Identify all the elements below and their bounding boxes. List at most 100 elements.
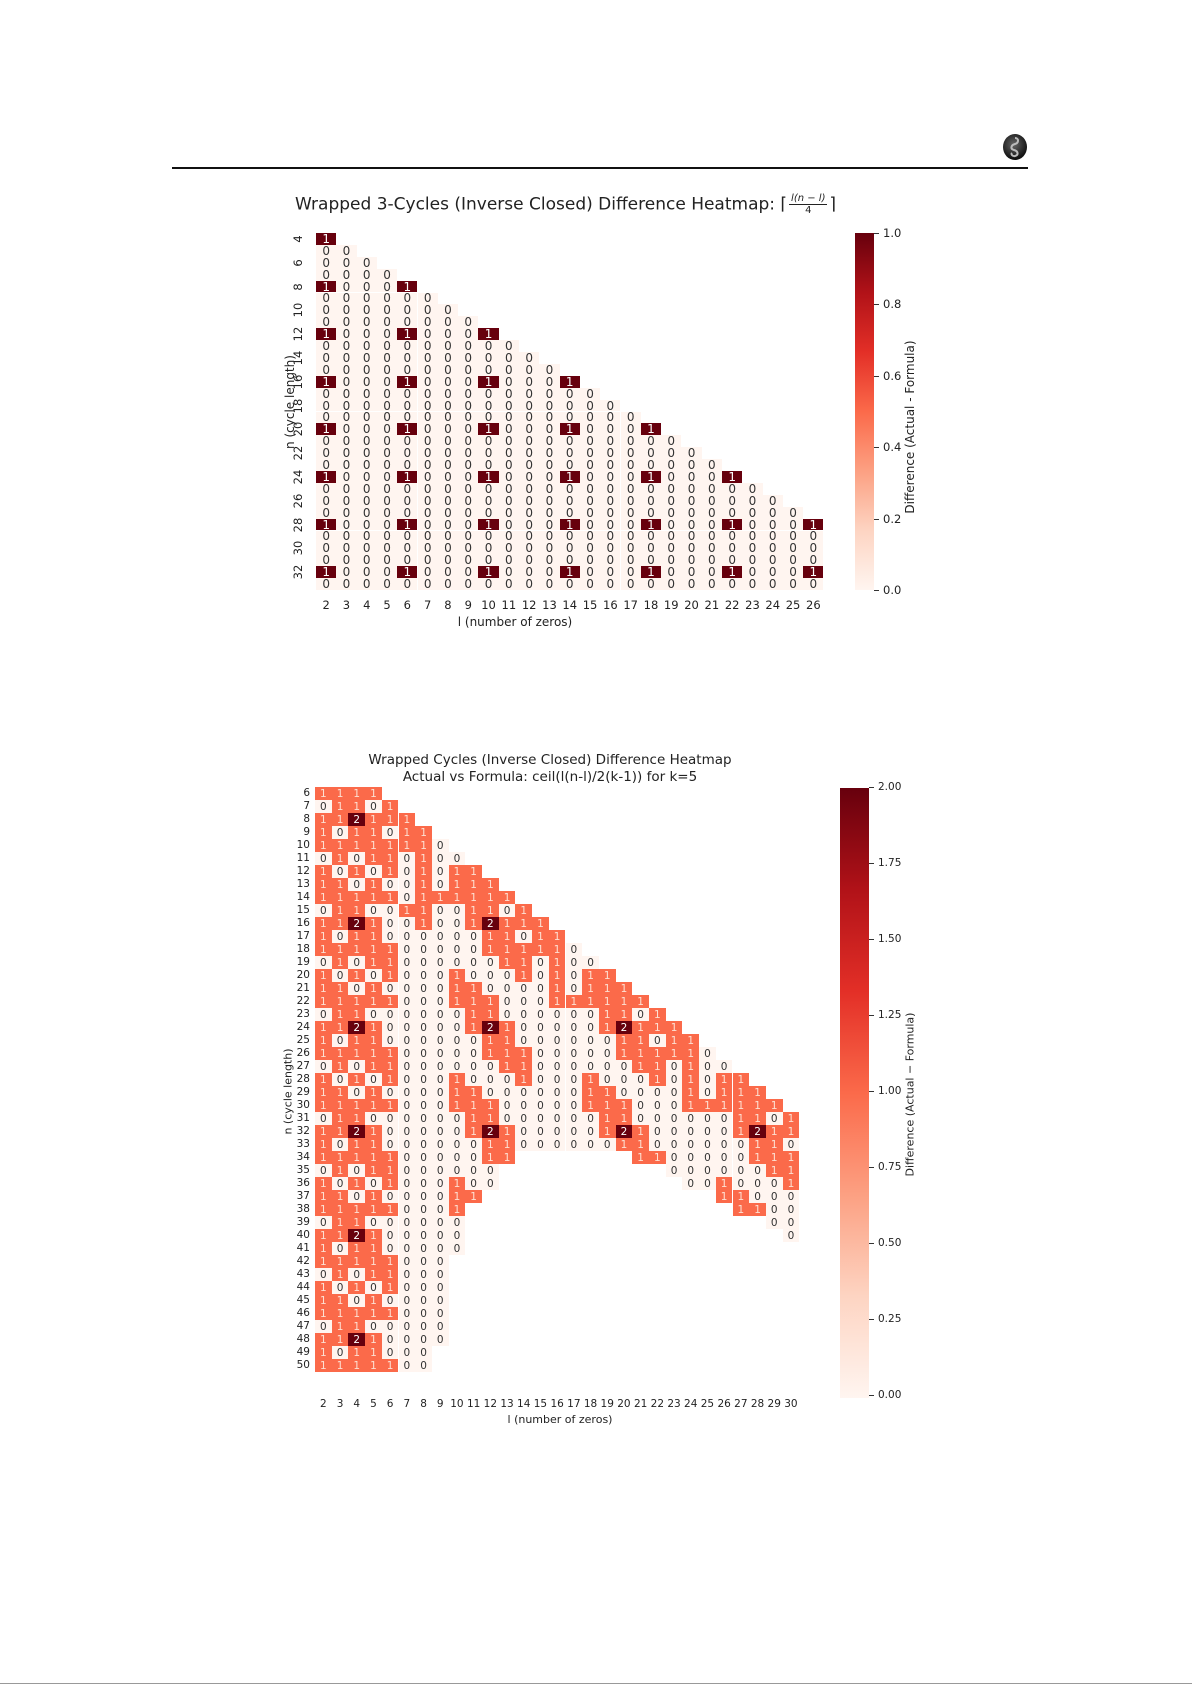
y-tick-label: 50: [296, 1359, 310, 1371]
heatmap-cell: 1: [365, 1047, 382, 1060]
heatmap-cell: 0: [415, 1112, 432, 1125]
heatmap-cell: 0: [482, 1177, 499, 1190]
heatmap-cell: 1: [381, 1060, 399, 1073]
heatmap-cell: 0: [539, 494, 560, 508]
heatmap-cell: 0: [316, 494, 337, 508]
heatmap-cell: 1: [365, 839, 382, 852]
heatmap-cell: 0: [398, 1346, 416, 1359]
heatmap-cell: 0: [376, 422, 398, 436]
heatmap-cell: 0: [498, 482, 519, 496]
x-tick-label: 21: [704, 598, 720, 612]
heatmap-cell: 0: [415, 1073, 432, 1086]
heatmap-cell: 0: [519, 494, 540, 508]
heatmap-cell: 0: [415, 1359, 432, 1372]
heatmap-cell: 0: [649, 1125, 666, 1138]
heatmap-cell: 0: [365, 1320, 382, 1333]
heatmap-cell: 1: [348, 943, 366, 956]
heatmap-cell: 0: [519, 363, 540, 377]
heatmap-cell: 0: [722, 577, 743, 591]
heatmap-cell: 0: [620, 422, 641, 436]
heatmap-cell: 0: [682, 1151, 700, 1164]
heatmap-cell: 0: [539, 446, 560, 460]
heatmap-cell: 0: [415, 1216, 432, 1229]
x-tick-label: 3: [342, 598, 351, 612]
heatmap-cell: 0: [803, 553, 824, 567]
heatmap-cell: 0: [458, 482, 479, 496]
heatmap-cell: 1: [331, 852, 349, 865]
heatmap-cell: 0: [565, 1060, 583, 1073]
heatmap-cell: 0: [315, 1164, 332, 1177]
heatmap-cell: 0: [515, 930, 533, 943]
heatmap-cell: 0: [458, 553, 479, 567]
heatmap-cell: 1: [415, 826, 432, 839]
heatmap-cell: 1: [498, 1021, 516, 1034]
heatmap-cell: 0: [437, 470, 459, 484]
heatmap-cell: 0: [782, 1216, 800, 1229]
heatmap-cell: 0: [482, 969, 499, 982]
heatmap-cell: 0: [661, 541, 682, 555]
heatmap-cell: 0: [715, 1138, 733, 1151]
heatmap-cell: 1: [732, 1099, 750, 1112]
heatmap-cell: 1: [365, 1060, 382, 1073]
heatmap-cell: 1: [498, 930, 516, 943]
heatmap-cell: 0: [348, 1190, 366, 1203]
heatmap-cell: 0: [649, 1099, 666, 1112]
heatmap-cell: 1: [381, 1255, 399, 1268]
heatmap-cell: 1: [582, 982, 599, 995]
heatmap-cell: 1: [331, 943, 349, 956]
colorbar-tick: 0.2: [874, 512, 901, 526]
heatmap-cell: 0: [458, 422, 479, 436]
heatmap-cell: 0: [348, 956, 366, 969]
heatmap-cell: 0: [782, 577, 804, 591]
heatmap-cell: 0: [498, 375, 519, 389]
heatmap-cell: 0: [356, 399, 377, 413]
heatmap-cell: 0: [498, 1073, 516, 1086]
heatmap-cell: 1: [765, 1125, 783, 1138]
heatmap-cell: 1: [381, 995, 399, 1008]
y-tick-label: 34: [296, 1151, 310, 1163]
heatmap-cell: 0: [315, 904, 332, 917]
heatmap-cell: 0: [448, 1151, 466, 1164]
heatmap-cell: 0: [415, 943, 432, 956]
heatmap-cell: 0: [565, 1112, 583, 1125]
heatmap-cell: 0: [565, 982, 583, 995]
heatmap-cell: 1: [615, 1008, 633, 1021]
heatmap-cell: 0: [381, 1190, 399, 1203]
heatmap-cell: 1: [315, 1099, 332, 1112]
heatmap-cell: 0: [376, 434, 398, 448]
heatmap-cell: 1: [397, 375, 418, 389]
heatmap-cell: 1: [478, 470, 499, 484]
heatmap-cell: 0: [548, 1060, 566, 1073]
heatmap-cell: 1: [782, 1164, 800, 1177]
heatmap-cell: 0: [397, 482, 418, 496]
y-tick-label: 29: [296, 1086, 310, 1098]
heatmap-cell: 1: [640, 470, 662, 484]
heatmap-cell: 0: [348, 1086, 366, 1099]
x-tick-label: 12: [521, 598, 537, 612]
heatmap-cell: 1: [381, 1203, 399, 1216]
x-tick-label: 10: [450, 1398, 464, 1410]
heatmap-cell: 1: [348, 930, 366, 943]
heatmap-cell: 0: [598, 1034, 616, 1047]
heatmap-cell: 0: [356, 387, 377, 401]
heatmap-cell: 0: [640, 506, 662, 520]
heatmap-cell: 1: [482, 1008, 499, 1021]
heatmap-cell: 0: [458, 434, 479, 448]
y-tick-label: 28: [296, 1073, 310, 1085]
heatmap-cell: 1: [398, 813, 416, 826]
heatmap-cell: 0: [478, 399, 499, 413]
heatmap-cell: 0: [336, 244, 357, 258]
heatmap-cell: 0: [336, 482, 357, 496]
heatmap-cell: 0: [415, 1229, 432, 1242]
heatmap-cell: 0: [356, 434, 377, 448]
heatmap-cell: 0: [640, 541, 662, 555]
heatmap-cell: 0: [431, 878, 449, 891]
heatmap-cell: 0: [649, 1034, 666, 1047]
heatmap-cell: 0: [437, 351, 459, 365]
heatmap-cell: 0: [749, 1190, 766, 1203]
heatmap-cell: 0: [498, 446, 519, 460]
heatmap-cell: 1: [315, 839, 332, 852]
heatmap-cell: 0: [539, 529, 560, 543]
heatmap-cell: 0: [316, 268, 337, 282]
heatmap-cell: 0: [559, 387, 580, 401]
